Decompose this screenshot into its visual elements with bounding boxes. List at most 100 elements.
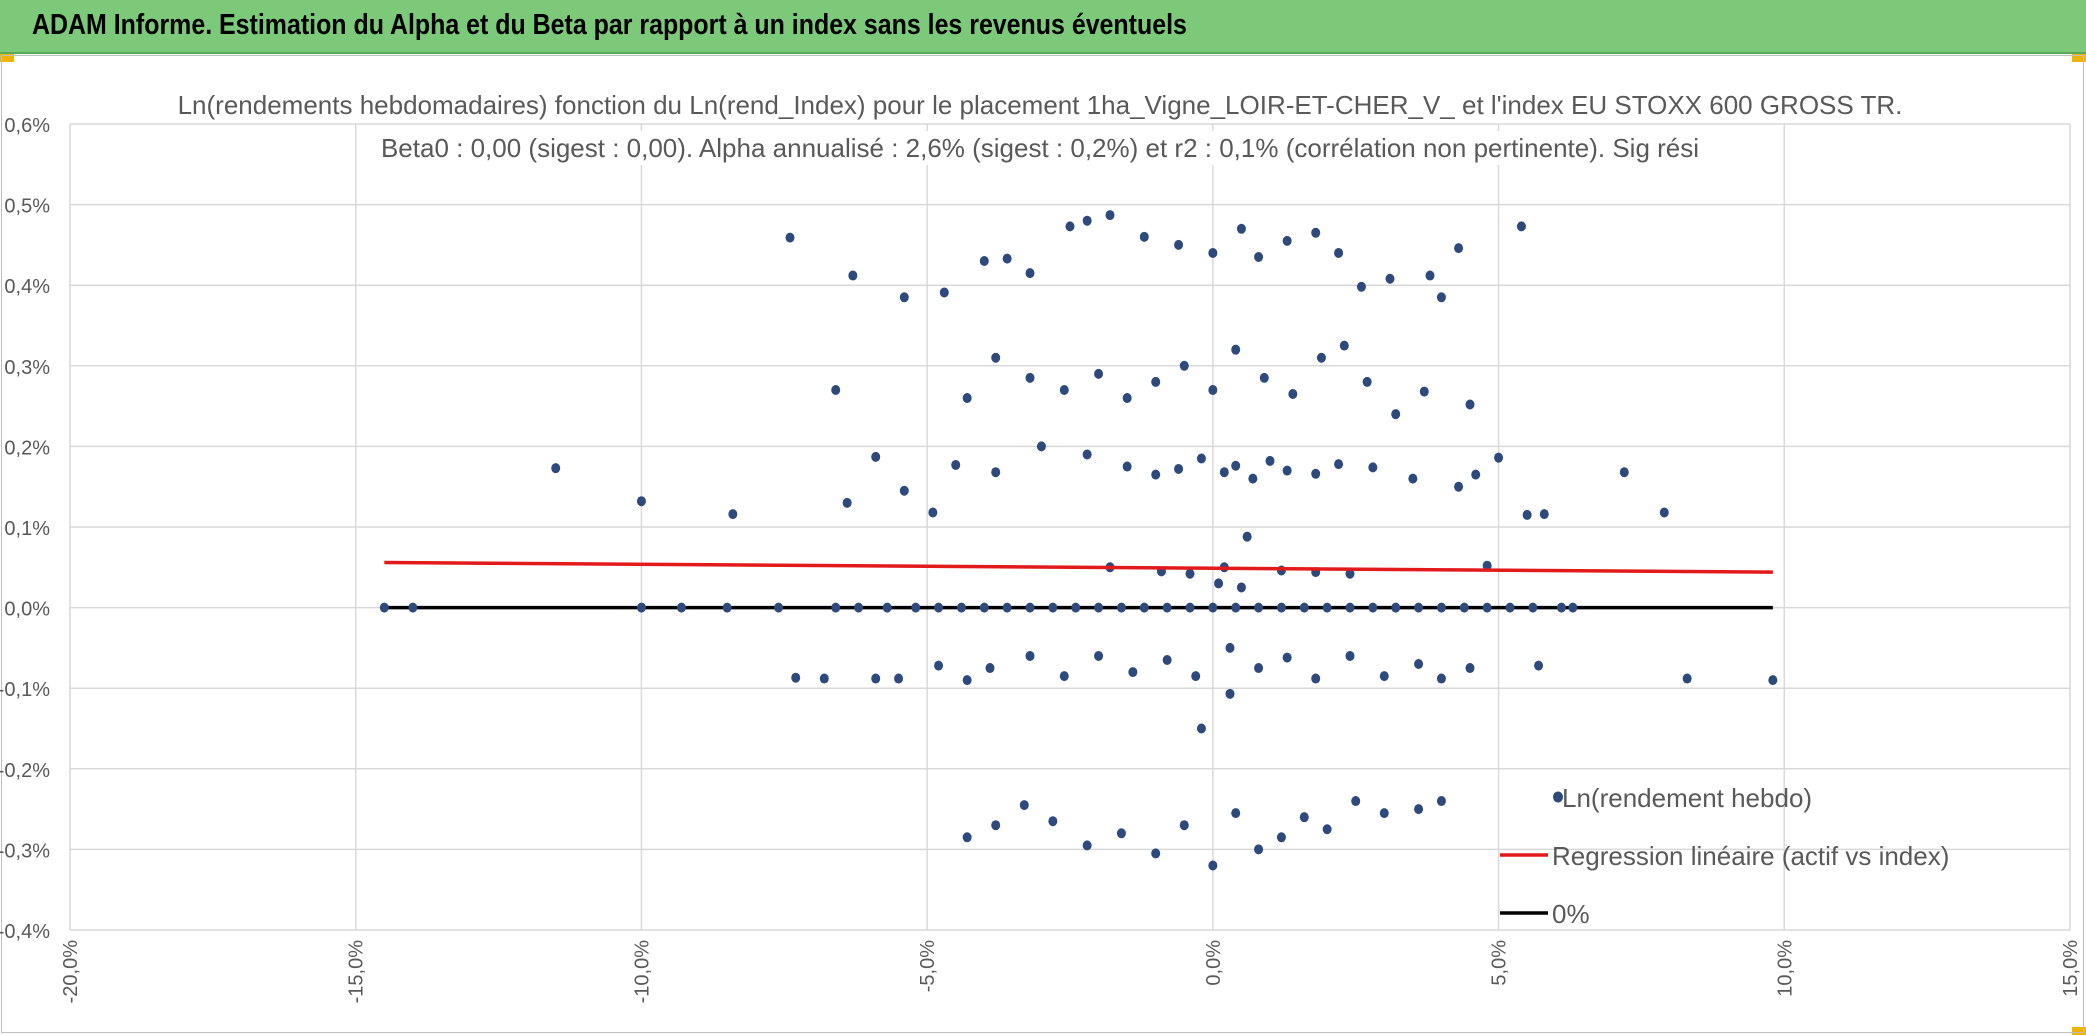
legend-marker: [1553, 791, 1563, 803]
scatter-point: [1259, 372, 1269, 383]
scatter-point: [819, 673, 829, 684]
scatter-point: [1528, 602, 1538, 613]
y-tick-label: 0,6%: [4, 115, 50, 137]
x-tick-label: -15,0%: [346, 940, 368, 1004]
scatter-point: [1208, 602, 1218, 613]
scatter-point: [1242, 531, 1252, 542]
scatter-point: [962, 393, 972, 404]
scatter-point: [1459, 602, 1469, 613]
scatter-point: [1379, 671, 1389, 682]
scatter-point: [991, 820, 1001, 831]
scatter-point: [1505, 602, 1515, 613]
scatter-point: [1082, 215, 1092, 226]
scatter-point: [1351, 796, 1361, 807]
scatter-point: [1436, 673, 1446, 684]
scatter-point: [1482, 602, 1492, 613]
scatter-point: [1231, 602, 1241, 613]
scatter-point: [1345, 568, 1355, 579]
scatter-point: [1471, 469, 1481, 480]
scatter-point: [934, 602, 944, 613]
scatter-point: [1196, 723, 1206, 734]
scatter-point: [1059, 384, 1069, 395]
scatter-point: [1094, 650, 1104, 661]
scatter-point: [1048, 816, 1058, 827]
x-tick-label: -20,0%: [60, 940, 82, 1004]
scatter-point: [1288, 389, 1298, 400]
scatter-point: [1162, 654, 1172, 665]
legend: Ln(rendement hebdo) Regression linéaire (…: [1500, 783, 1949, 929]
title-background: [372, 131, 1708, 165]
scatter-point: [1208, 247, 1218, 258]
scatter-point: [1196, 453, 1206, 464]
scatter-point: [1122, 393, 1132, 404]
scatter-point: [1225, 688, 1235, 699]
scatter-point: [1408, 473, 1418, 484]
scatter-point: [951, 459, 961, 470]
scatter-point: [1465, 663, 1475, 674]
scatter-point: [1002, 602, 1012, 613]
scatter-point: [1208, 384, 1218, 395]
scatter-point: [1436, 602, 1446, 613]
scatter-point: [379, 602, 389, 613]
scatter-point: [1556, 602, 1566, 613]
scatter-point: [722, 602, 732, 613]
scatter-point: [1094, 602, 1104, 613]
corner-mark: [0, 54, 14, 62]
scatter-point: [1568, 602, 1578, 613]
legend-label-zero: 0%: [1552, 899, 1590, 929]
scatter-point: [1436, 292, 1446, 303]
scatter-point: [774, 602, 784, 613]
scatter-point: [1311, 468, 1321, 479]
scatter-point: [1116, 828, 1126, 839]
scatter-point: [1094, 368, 1104, 379]
y-tick-label: 0,5%: [4, 196, 50, 218]
scatter-point: [1122, 461, 1132, 472]
scatter-point: [636, 602, 646, 613]
scatter-point: [1276, 832, 1286, 843]
scatter-point: [1299, 602, 1309, 613]
header-title: ADAM Informe. Estimation du Alpha et du …: [32, 9, 1187, 41]
scatter-point: [1322, 824, 1332, 835]
scatter-point: [1534, 660, 1544, 671]
scatter-point: [791, 672, 801, 683]
scatter-point: [1065, 221, 1075, 232]
scatter-point: [1682, 673, 1692, 684]
x-tick-labels: -20,0% -15,0% -10,0% -5,0% 0,0% 5,0% 10,0% 15,0…: [60, 940, 2082, 1004]
scatter-point: [1425, 270, 1435, 281]
scatter-point: [1322, 602, 1332, 613]
scatter-point: [785, 232, 795, 243]
scatter-point: [1105, 210, 1115, 221]
scatter-point: [1036, 441, 1046, 452]
scatter-point: [1139, 602, 1149, 613]
scatter-point: [1282, 652, 1292, 663]
scatter-point: [1254, 844, 1264, 855]
scatter-point: [1151, 469, 1161, 480]
scatter-point: [979, 602, 989, 613]
scatter-point: [1225, 642, 1235, 653]
scatter-point: [1025, 372, 1035, 383]
scatter-point: [1419, 386, 1429, 397]
scatter-point: [894, 673, 904, 684]
scatter-point: [1316, 352, 1326, 363]
scatter-point: [1619, 467, 1629, 478]
chart-frame: [1, 55, 2084, 1033]
scatter-point: [1082, 840, 1092, 851]
scatter-point: [1516, 221, 1526, 232]
corner-mark: [2072, 1027, 2086, 1035]
scatter-point: [985, 663, 995, 674]
series-layer: [379, 210, 1778, 871]
scatter-point: [1356, 281, 1366, 292]
scatter-point: [1768, 675, 1778, 686]
scatter-point: [1179, 820, 1189, 831]
scatter-point: [1414, 659, 1424, 670]
scatter-point: [1185, 602, 1195, 613]
scatter-point: [1414, 602, 1424, 613]
scatter-point: [842, 497, 852, 508]
chart-title-line-1: Ln(rendements hebdomadaires) fonction du…: [178, 90, 1903, 120]
scatter-point: [1368, 462, 1378, 473]
scatter-point: [1025, 602, 1035, 613]
scatter-point: [1236, 582, 1246, 593]
y-tick-label: 0,0%: [4, 599, 50, 621]
scatter-point: [1379, 808, 1389, 819]
scatter-point: [1385, 273, 1395, 284]
